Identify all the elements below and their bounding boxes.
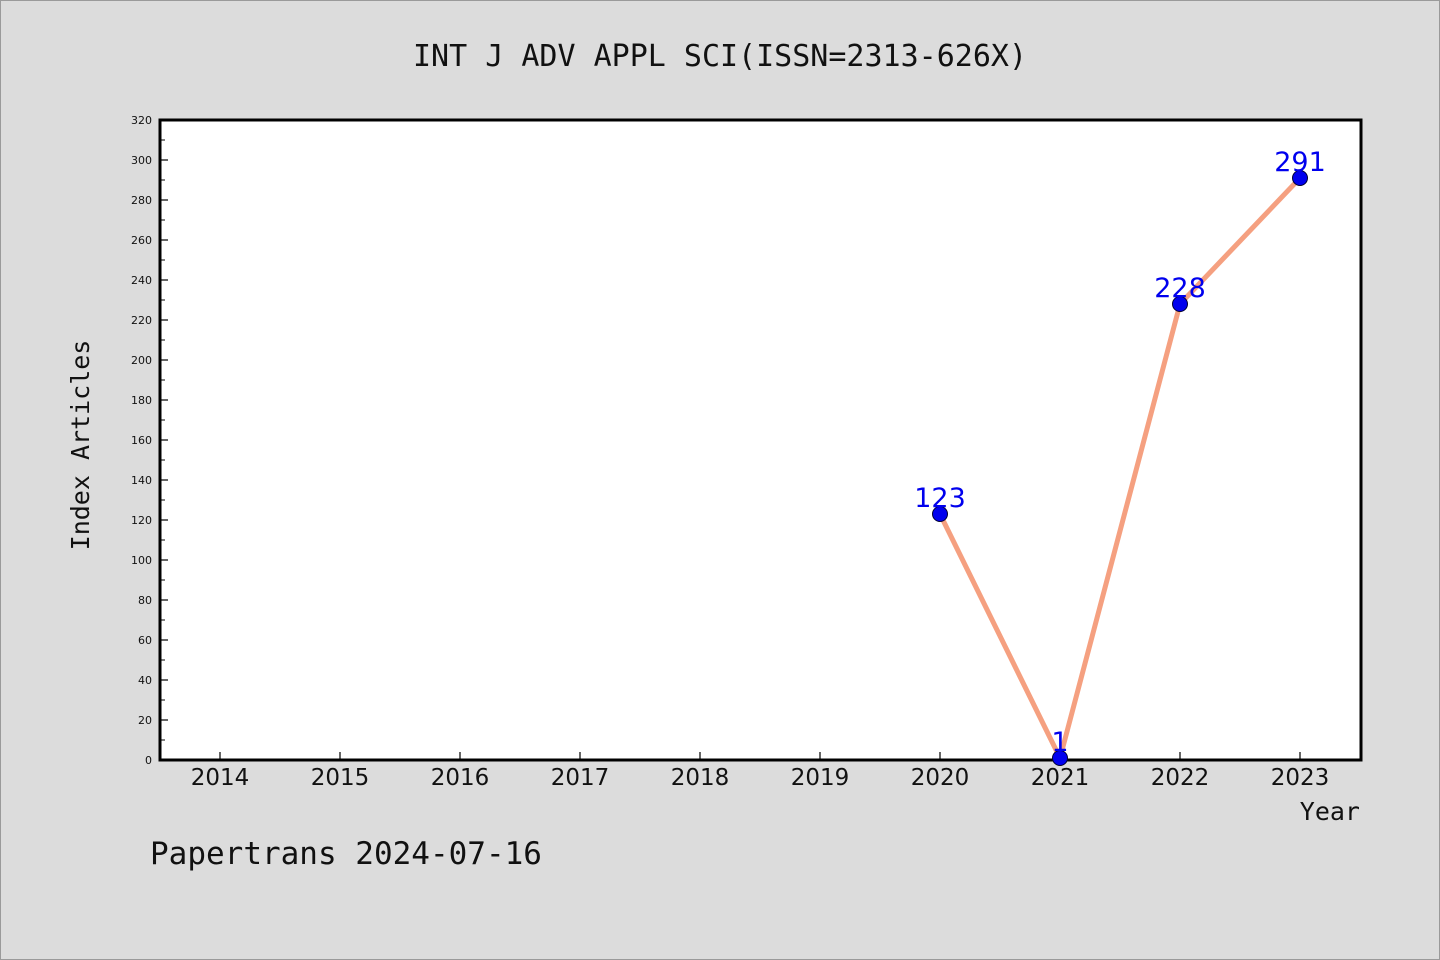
x-tick-label: 2021	[1031, 765, 1090, 791]
y-tick-label: 140	[131, 474, 152, 487]
y-tick-label: 280	[131, 194, 152, 207]
series-line	[937, 175, 1303, 761]
x-axis: 2014 2015 2016 2017 2018 2019 2020 2021 2022 2023	[191, 752, 1330, 791]
data-label: 291	[1274, 147, 1326, 178]
x-tick-label: 2023	[1271, 765, 1330, 791]
data-point	[1052, 750, 1068, 766]
y-tick-label: 120	[131, 514, 152, 527]
plot-area	[158, 118, 1363, 762]
y-tick-label: 260	[131, 234, 152, 247]
data-point	[1292, 170, 1308, 186]
y-tick-label: 20	[138, 714, 152, 727]
y-tick-label: 320	[131, 114, 152, 127]
x-tick-label: 2017	[551, 765, 610, 791]
series-layer: 123 1 228 291	[914, 147, 1326, 766]
y-tick-label: 40	[138, 674, 152, 687]
y-tick-label: 300	[131, 154, 152, 167]
x-tick-label: 2014	[191, 765, 250, 791]
chart-title: INT J ADV APPL SCI(ISSN=2313-626X)	[413, 39, 1027, 74]
y-tick-label: 100	[131, 554, 152, 567]
y-tick-label: 160	[131, 434, 152, 447]
footer-stamp: Papertrans 2024-07-16	[150, 836, 542, 872]
x-tick-label: 2016	[431, 765, 490, 791]
y-tick-label: 80	[138, 594, 152, 607]
data-label: 123	[914, 483, 966, 514]
y-tick-label: 220	[131, 314, 152, 327]
x-tick-label: 2020	[911, 765, 970, 791]
data-point	[932, 506, 948, 522]
x-tick-label: 2022	[1151, 765, 1210, 791]
x-tick-label: 2015	[311, 765, 370, 791]
y-tick-label: 180	[131, 394, 152, 407]
data-point	[1172, 296, 1188, 312]
y-tick-label: 200	[131, 354, 152, 367]
data-label: 228	[1154, 273, 1206, 304]
y-tick-label: 240	[131, 274, 152, 287]
data-label: 1	[1051, 727, 1068, 758]
y-axis: 0 20 40 60 80 100 120 140 160 180 200 220 240 260 280 3…	[131, 114, 168, 767]
x-tick-label: 2018	[671, 765, 730, 791]
y-axis-title: Index Articles	[66, 340, 95, 551]
x-axis-title: Year	[1300, 797, 1360, 826]
y-tick-label: 0	[145, 754, 152, 767]
x-tick-label: 2019	[791, 765, 850, 791]
y-tick-label: 60	[138, 634, 152, 647]
